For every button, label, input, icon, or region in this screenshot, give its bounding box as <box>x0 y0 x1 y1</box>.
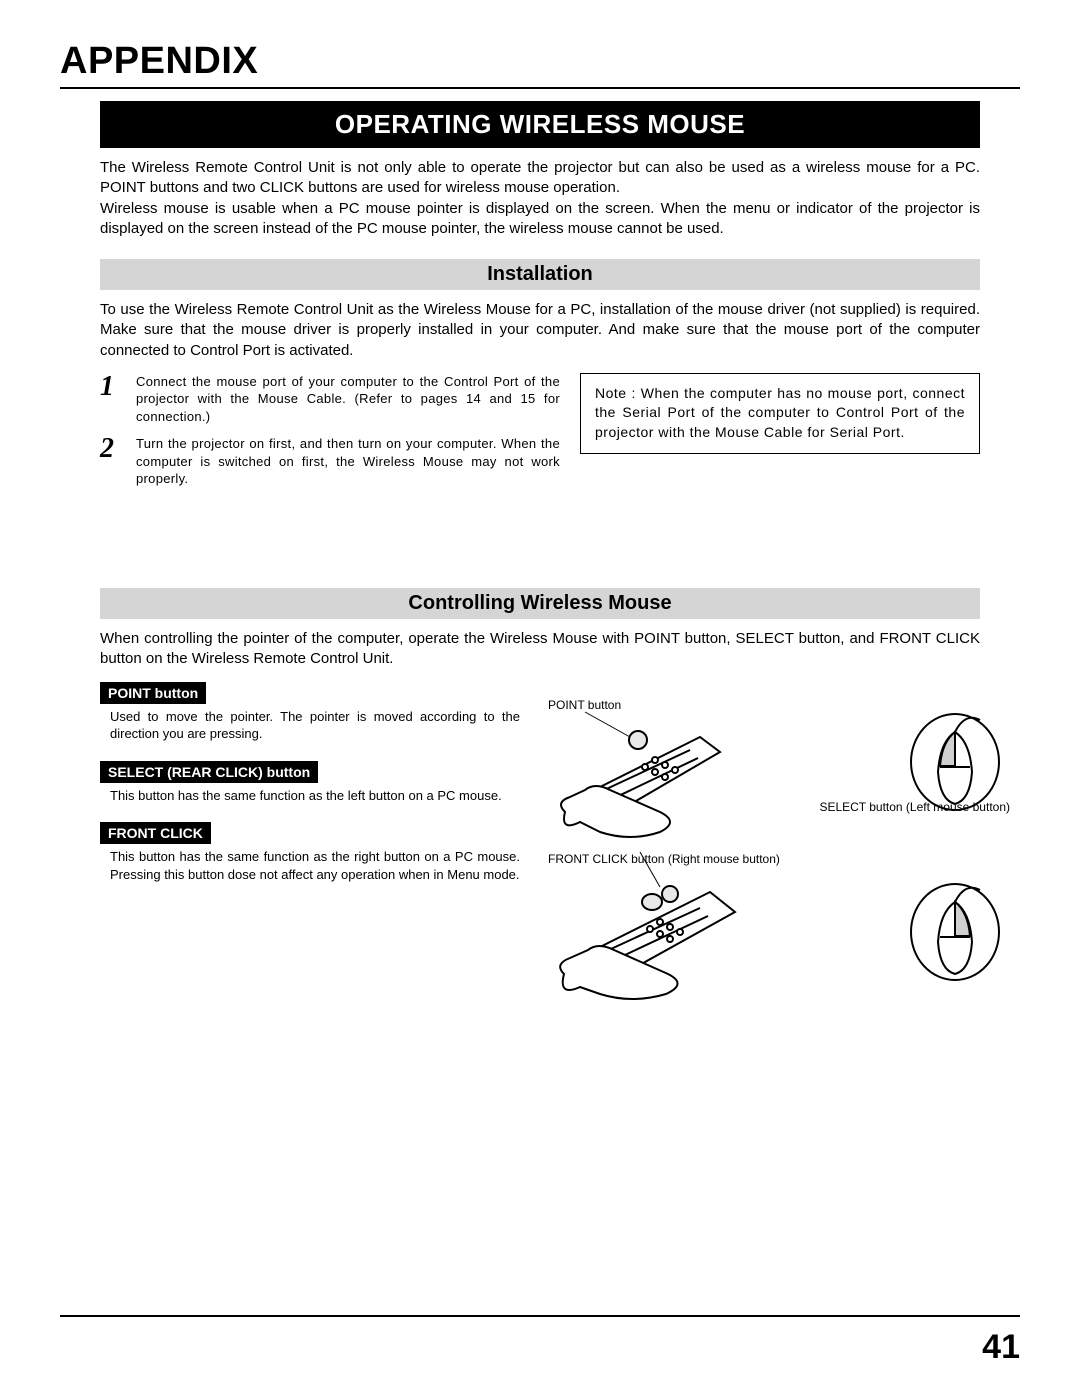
controlling-heading: Controlling Wireless Mouse <box>100 588 980 619</box>
controlling-text: When controlling the pointer of the comp… <box>100 629 980 670</box>
installation-text: To use the Wireless Remote Control Unit … <box>100 300 980 361</box>
step-2-text: Turn the projector on first, and then tu… <box>136 435 560 488</box>
select-button-label: SELECT (REAR CLICK) button <box>100 761 318 783</box>
callout-point: POINT button <box>548 698 621 712</box>
steps-row: 1 Connect the mouse port of your compute… <box>100 373 980 498</box>
intro-p2: Wireless mouse is usable when a PC mouse… <box>100 200 980 237</box>
callout-front: FRONT CLICK button (Right mouse button) <box>548 852 780 866</box>
appendix-title: APPENDIX <box>60 40 1020 83</box>
callout-select: SELECT button (Left mouse button) <box>819 800 1010 814</box>
bottom-rule <box>60 1315 1020 1317</box>
step-2-number: 2 <box>100 435 124 488</box>
point-button-desc: Used to move the pointer. The pointer is… <box>110 708 520 743</box>
controlling-block: Controlling Wireless Mouse When controll… <box>60 588 1020 1012</box>
intro-text: The Wireless Remote Control Unit is not … <box>100 158 980 239</box>
page: APPENDIX OPERATING WIRELESS MOUSE The Wi… <box>0 0 1080 1397</box>
point-button-block: POINT button Used to move the pointer. T… <box>100 682 520 743</box>
diagrams-column: POINT button <box>540 682 1010 1012</box>
select-button-desc: This button has the same function as the… <box>110 787 520 805</box>
step-2: 2 Turn the projector on first, and then … <box>100 435 560 488</box>
step-1-number: 1 <box>100 373 124 426</box>
title-rule <box>60 87 1020 89</box>
front-click-desc: This button has the same function as the… <box>110 848 520 883</box>
main-banner: OPERATING WIRELESS MOUSE <box>100 101 980 148</box>
select-button-block: SELECT (REAR CLICK) button This button h… <box>100 761 520 805</box>
front-click-label: FRONT CLICK <box>100 822 211 844</box>
diagram-bottom <box>540 842 1010 1012</box>
steps-column: 1 Connect the mouse port of your compute… <box>100 373 560 498</box>
point-button-label: POINT button <box>100 682 206 704</box>
front-click-block: FRONT CLICK This button has the same fun… <box>100 822 520 883</box>
step-1: 1 Connect the mouse port of your compute… <box>100 373 560 426</box>
intro-p1: The Wireless Remote Control Unit is not … <box>100 159 980 196</box>
buttons-column: POINT button Used to move the pointer. T… <box>100 682 520 1012</box>
installation-heading: Installation <box>100 259 980 290</box>
note-box: Note : When the computer has no mouse po… <box>580 373 980 454</box>
step-1-text: Connect the mouse port of your computer … <box>136 373 560 426</box>
page-number: 41 <box>982 1328 1020 1367</box>
button-section: POINT button Used to move the pointer. T… <box>100 682 980 1012</box>
